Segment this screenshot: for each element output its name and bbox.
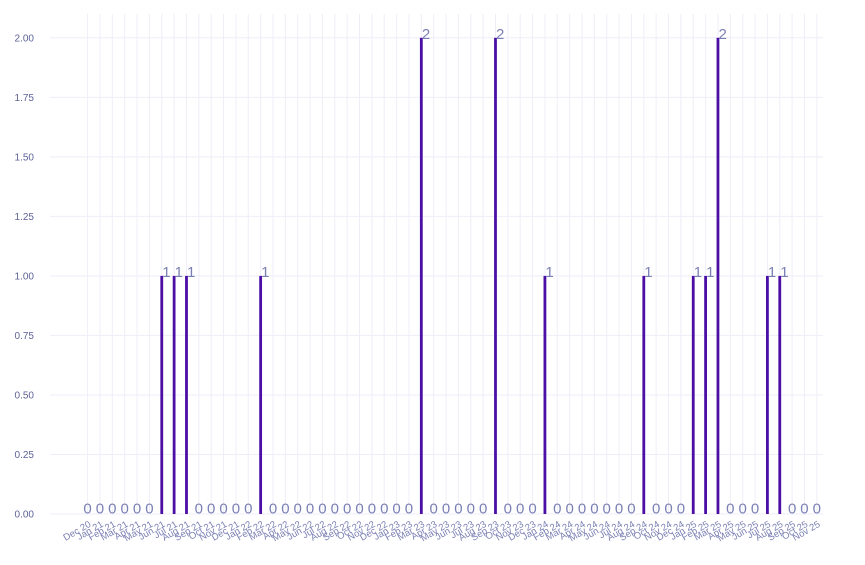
data-label: 0: [207, 501, 215, 518]
data-label: 0: [442, 501, 450, 518]
data-label: 0: [726, 501, 734, 518]
data-label: 2: [496, 26, 504, 43]
y-tick-label: 0.25: [15, 450, 35, 461]
data-label: 1: [780, 264, 788, 281]
data-label: 0: [355, 501, 363, 518]
bar: [259, 275, 263, 514]
data-label: 0: [739, 501, 747, 518]
data-label: 0: [244, 501, 252, 518]
y-axis-ticks: 0.00 0.25 0.50 0.75 1.00 1.25 1.50 1.75 2.00: [15, 33, 35, 520]
data-label: 0: [603, 501, 611, 518]
data-label: 1: [768, 264, 776, 281]
data-label: 0: [306, 501, 314, 518]
data-label: 2: [422, 26, 430, 43]
bar: [716, 37, 720, 515]
bar: [172, 275, 176, 514]
y-tick-label: 1.75: [15, 93, 35, 104]
data-label: 0: [405, 501, 413, 518]
data-label: 0: [294, 501, 302, 518]
data-label: 0: [195, 501, 203, 518]
data-label: 0: [83, 501, 91, 518]
data-label: 0: [133, 501, 141, 518]
bars: [160, 37, 782, 515]
bar: [766, 275, 769, 514]
data-label: 1: [187, 264, 195, 281]
data-label: 1: [706, 264, 714, 281]
data-label: 0: [368, 501, 376, 518]
bar: [160, 275, 164, 514]
data-label: 0: [751, 501, 759, 518]
data-label: 0: [590, 501, 598, 518]
data-label: 0: [343, 501, 351, 518]
data-label: 0: [528, 501, 536, 518]
bar: [691, 275, 695, 514]
data-label: 0: [430, 501, 438, 518]
data-label: 0: [232, 501, 240, 518]
data-label: 0: [96, 501, 104, 518]
data-label: 1: [694, 264, 702, 281]
data-label: 0: [108, 501, 116, 518]
data-label: 0: [677, 501, 685, 518]
data-label: 0: [788, 501, 796, 518]
bar: [642, 275, 646, 514]
y-tick-label: 0.75: [15, 331, 35, 342]
data-label: 0: [553, 501, 561, 518]
y-tick-label: 1.25: [15, 212, 35, 223]
y-tick-label: 1.00: [15, 271, 35, 282]
data-label: 1: [261, 264, 269, 281]
data-label: 0: [331, 501, 339, 518]
data-label: 0: [578, 501, 586, 518]
bar: [543, 275, 547, 514]
bar: [419, 37, 423, 515]
data-label: 0: [318, 501, 326, 518]
data-label: 0: [219, 501, 227, 518]
bar: [778, 275, 782, 514]
y-tick-label: 0.00: [15, 510, 35, 521]
data-label: 0: [627, 501, 635, 518]
y-tick-label: 2.00: [15, 33, 35, 44]
bar: [704, 275, 707, 514]
y-tick-label: 1.50: [15, 152, 35, 163]
data-label: 0: [652, 501, 660, 518]
data-label: 2: [718, 26, 726, 43]
data-label: 0: [380, 501, 388, 518]
data-label: 1: [545, 264, 553, 281]
data-label: 0: [800, 501, 808, 518]
data-label: 0: [565, 501, 573, 518]
data-label: 1: [162, 264, 170, 281]
y-tick-label: 0.50: [15, 390, 35, 401]
data-label: 0: [664, 501, 672, 518]
data-label: 1: [644, 264, 652, 281]
data-label: 1: [175, 264, 183, 281]
bar: [494, 37, 497, 515]
data-labels: 0 0 0 0 0 01 1 10 0 0 0 010 0 0 0 0 0 0 0 0 0 0 020 0 0 0 020 0 010 0…: [83, 26, 821, 518]
data-label: 0: [516, 501, 524, 518]
data-label: 0: [454, 501, 462, 518]
data-label: 0: [813, 501, 821, 518]
data-label: 0: [145, 501, 153, 518]
data-label: 0: [269, 501, 277, 518]
data-label: 0: [615, 501, 623, 518]
data-label: 0: [392, 501, 400, 518]
data-label: 0: [479, 501, 487, 518]
data-label: 0: [504, 501, 512, 518]
data-label: 0: [121, 501, 129, 518]
bar: [185, 275, 188, 514]
data-label: 0: [467, 501, 475, 518]
data-label: 0: [281, 501, 289, 518]
